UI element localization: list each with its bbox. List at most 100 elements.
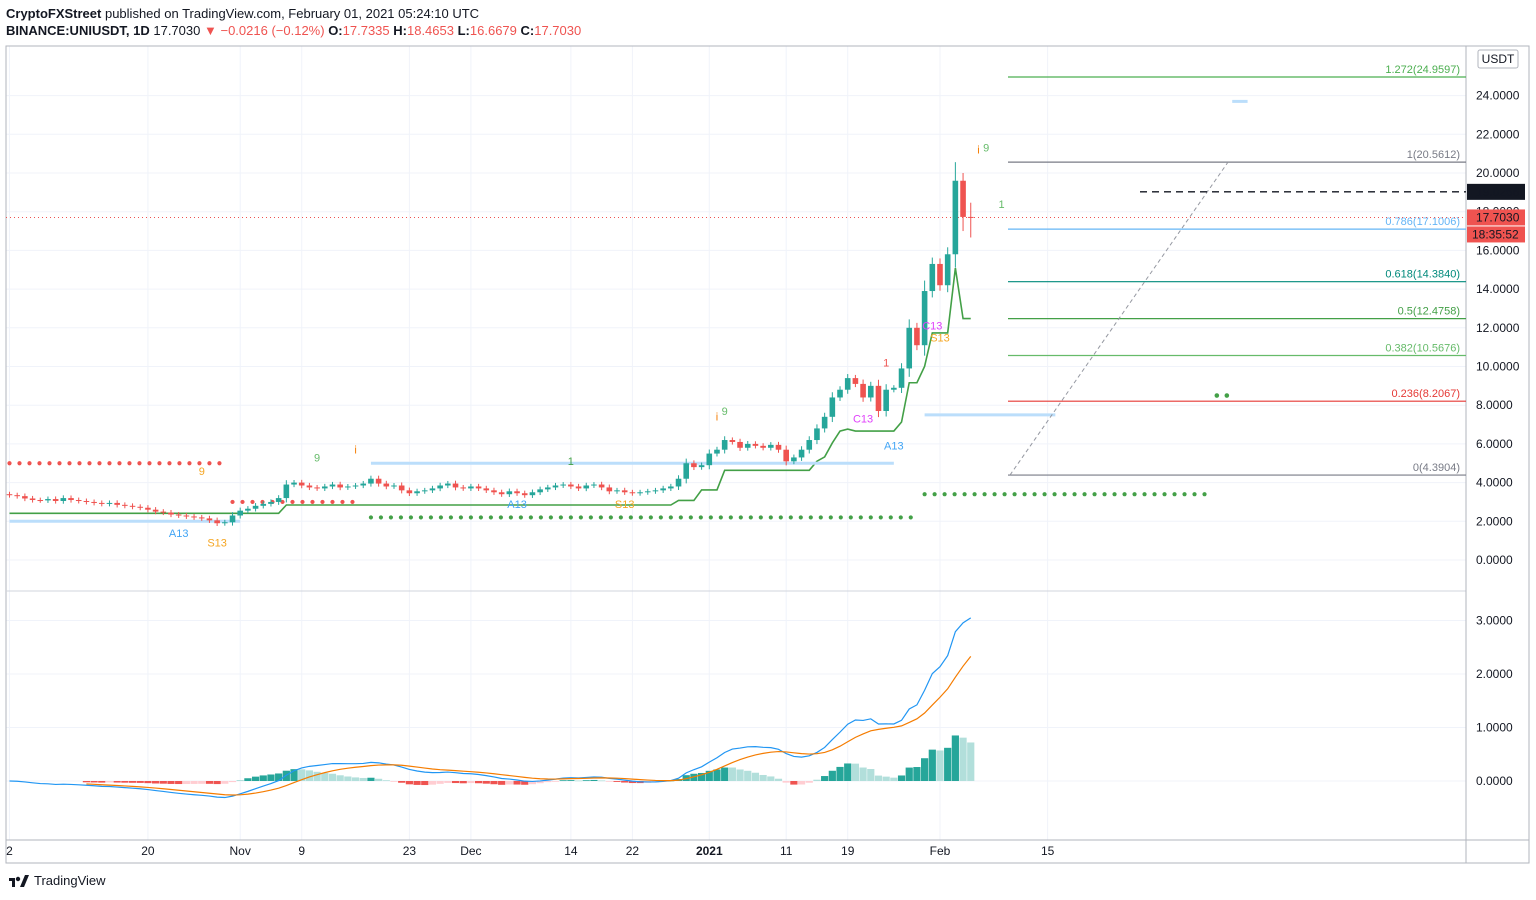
candle-body <box>614 490 620 492</box>
price-tick-label: 14.0000 <box>1476 282 1520 296</box>
macd-histogram-bar <box>90 781 98 783</box>
supertrend-line <box>9 267 971 515</box>
td-label: 1 <box>568 456 574 468</box>
info-marker-icon: i <box>716 412 718 424</box>
tradingview-logo[interactable]: TradingView <box>8 873 106 888</box>
macd-histogram-bar <box>144 781 152 784</box>
candle-body <box>860 383 866 398</box>
countdown-badge <box>1467 226 1525 243</box>
macd-tick-label: 1.0000 <box>1476 721 1513 735</box>
macd-histogram-bar <box>851 763 859 781</box>
macd-histogram-bar <box>105 781 114 783</box>
resistance-dot <box>177 461 182 466</box>
candle-body <box>752 443 759 446</box>
resistance-dot <box>77 461 82 466</box>
macd-histogram-bar <box>259 775 267 781</box>
candle-body <box>237 510 243 516</box>
candle-body <box>575 486 582 489</box>
candle-body <box>937 263 943 286</box>
candle-body <box>252 505 259 509</box>
candle-body <box>698 465 705 468</box>
td-label: C13 <box>853 414 873 426</box>
macd-line <box>9 617 972 799</box>
macd-histogram-bar <box>490 781 498 785</box>
support-dot <box>778 515 783 520</box>
macd-histogram-bar <box>128 781 137 783</box>
candle-body <box>314 487 320 489</box>
support-dot <box>718 515 723 520</box>
resistance-dot <box>240 499 245 505</box>
published-text: published on TradingView.com, February 0… <box>101 6 480 21</box>
resistance-dot <box>207 461 212 466</box>
last-price-badge <box>1467 209 1525 226</box>
macd-histogram-bar <box>267 774 275 781</box>
resistance-dot <box>350 499 355 505</box>
time-tick-label: 23 <box>403 844 417 858</box>
macd-histogram-bar <box>436 781 444 784</box>
macd-histogram-bar <box>244 778 252 781</box>
candle-body <box>598 484 605 488</box>
candle-body <box>606 487 613 492</box>
candle-body <box>791 457 797 462</box>
macd-histogram-bar <box>228 781 237 783</box>
macd-tick-label: 2.0000 <box>1476 667 1513 681</box>
macd-histogram-bar <box>336 775 344 781</box>
support-dot <box>518 515 523 520</box>
macd-histogram-bar <box>790 781 798 785</box>
candle-body <box>175 514 182 516</box>
time-tick-label: Dec <box>460 844 481 858</box>
fib-label-0: 0(4.3904) <box>1413 462 1460 474</box>
candle-body <box>852 378 859 384</box>
macd-histogram-bar <box>82 781 90 783</box>
td-label: 9 <box>199 466 205 478</box>
support-dot <box>932 492 937 497</box>
candle-body <box>521 493 528 496</box>
resistance-dot <box>290 499 295 505</box>
tradingview-icon <box>9 874 29 887</box>
candle-body <box>52 499 59 501</box>
time-tick-label: 20 <box>141 844 155 858</box>
candle-body <box>421 490 428 492</box>
publisher-name[interactable]: CryptoFXStreet <box>6 6 102 21</box>
macd-histogram-bar <box>628 781 636 784</box>
candle-body <box>721 440 728 450</box>
candle-body <box>768 444 774 448</box>
macd-histogram-bar <box>451 781 460 784</box>
resistance-dot <box>340 499 345 505</box>
support-dot <box>908 515 913 520</box>
resistance-dot <box>197 461 202 466</box>
support-dot <box>868 515 873 520</box>
macd-histogram-bar <box>759 774 767 781</box>
macd-histogram-bar <box>797 781 806 785</box>
tradingview-brand: TradingView <box>34 873 106 888</box>
support-dot <box>972 492 977 497</box>
macd-histogram-bar <box>344 776 352 781</box>
td-label: 9 <box>722 406 728 418</box>
macd-histogram-bar <box>190 781 198 784</box>
support-dot <box>798 515 803 520</box>
resistance-dot <box>147 461 152 466</box>
candle-body <box>583 485 590 489</box>
price-tick-label: 20.0000 <box>1476 166 1520 180</box>
support-dot <box>738 515 743 520</box>
macd-histogram-bar <box>859 767 867 781</box>
candle-body <box>337 484 343 488</box>
support-dot <box>618 515 623 520</box>
support-dot <box>448 515 454 520</box>
macd-histogram-bar <box>167 781 175 784</box>
support-dot <box>1052 492 1057 497</box>
candle-body <box>883 389 889 412</box>
support-dot <box>478 515 483 520</box>
candle-body <box>114 502 120 505</box>
candle-body <box>668 486 674 489</box>
candle-body <box>214 520 220 524</box>
candle-body <box>168 512 174 515</box>
support-dot <box>768 515 773 520</box>
macd-histogram-bar <box>505 781 513 785</box>
resistance-dot <box>167 461 172 466</box>
resistance-dot <box>217 461 222 466</box>
candle-body <box>537 489 543 493</box>
down-arrow-icon: ▼ <box>203 23 217 38</box>
macd-histogram-bar <box>482 781 490 784</box>
